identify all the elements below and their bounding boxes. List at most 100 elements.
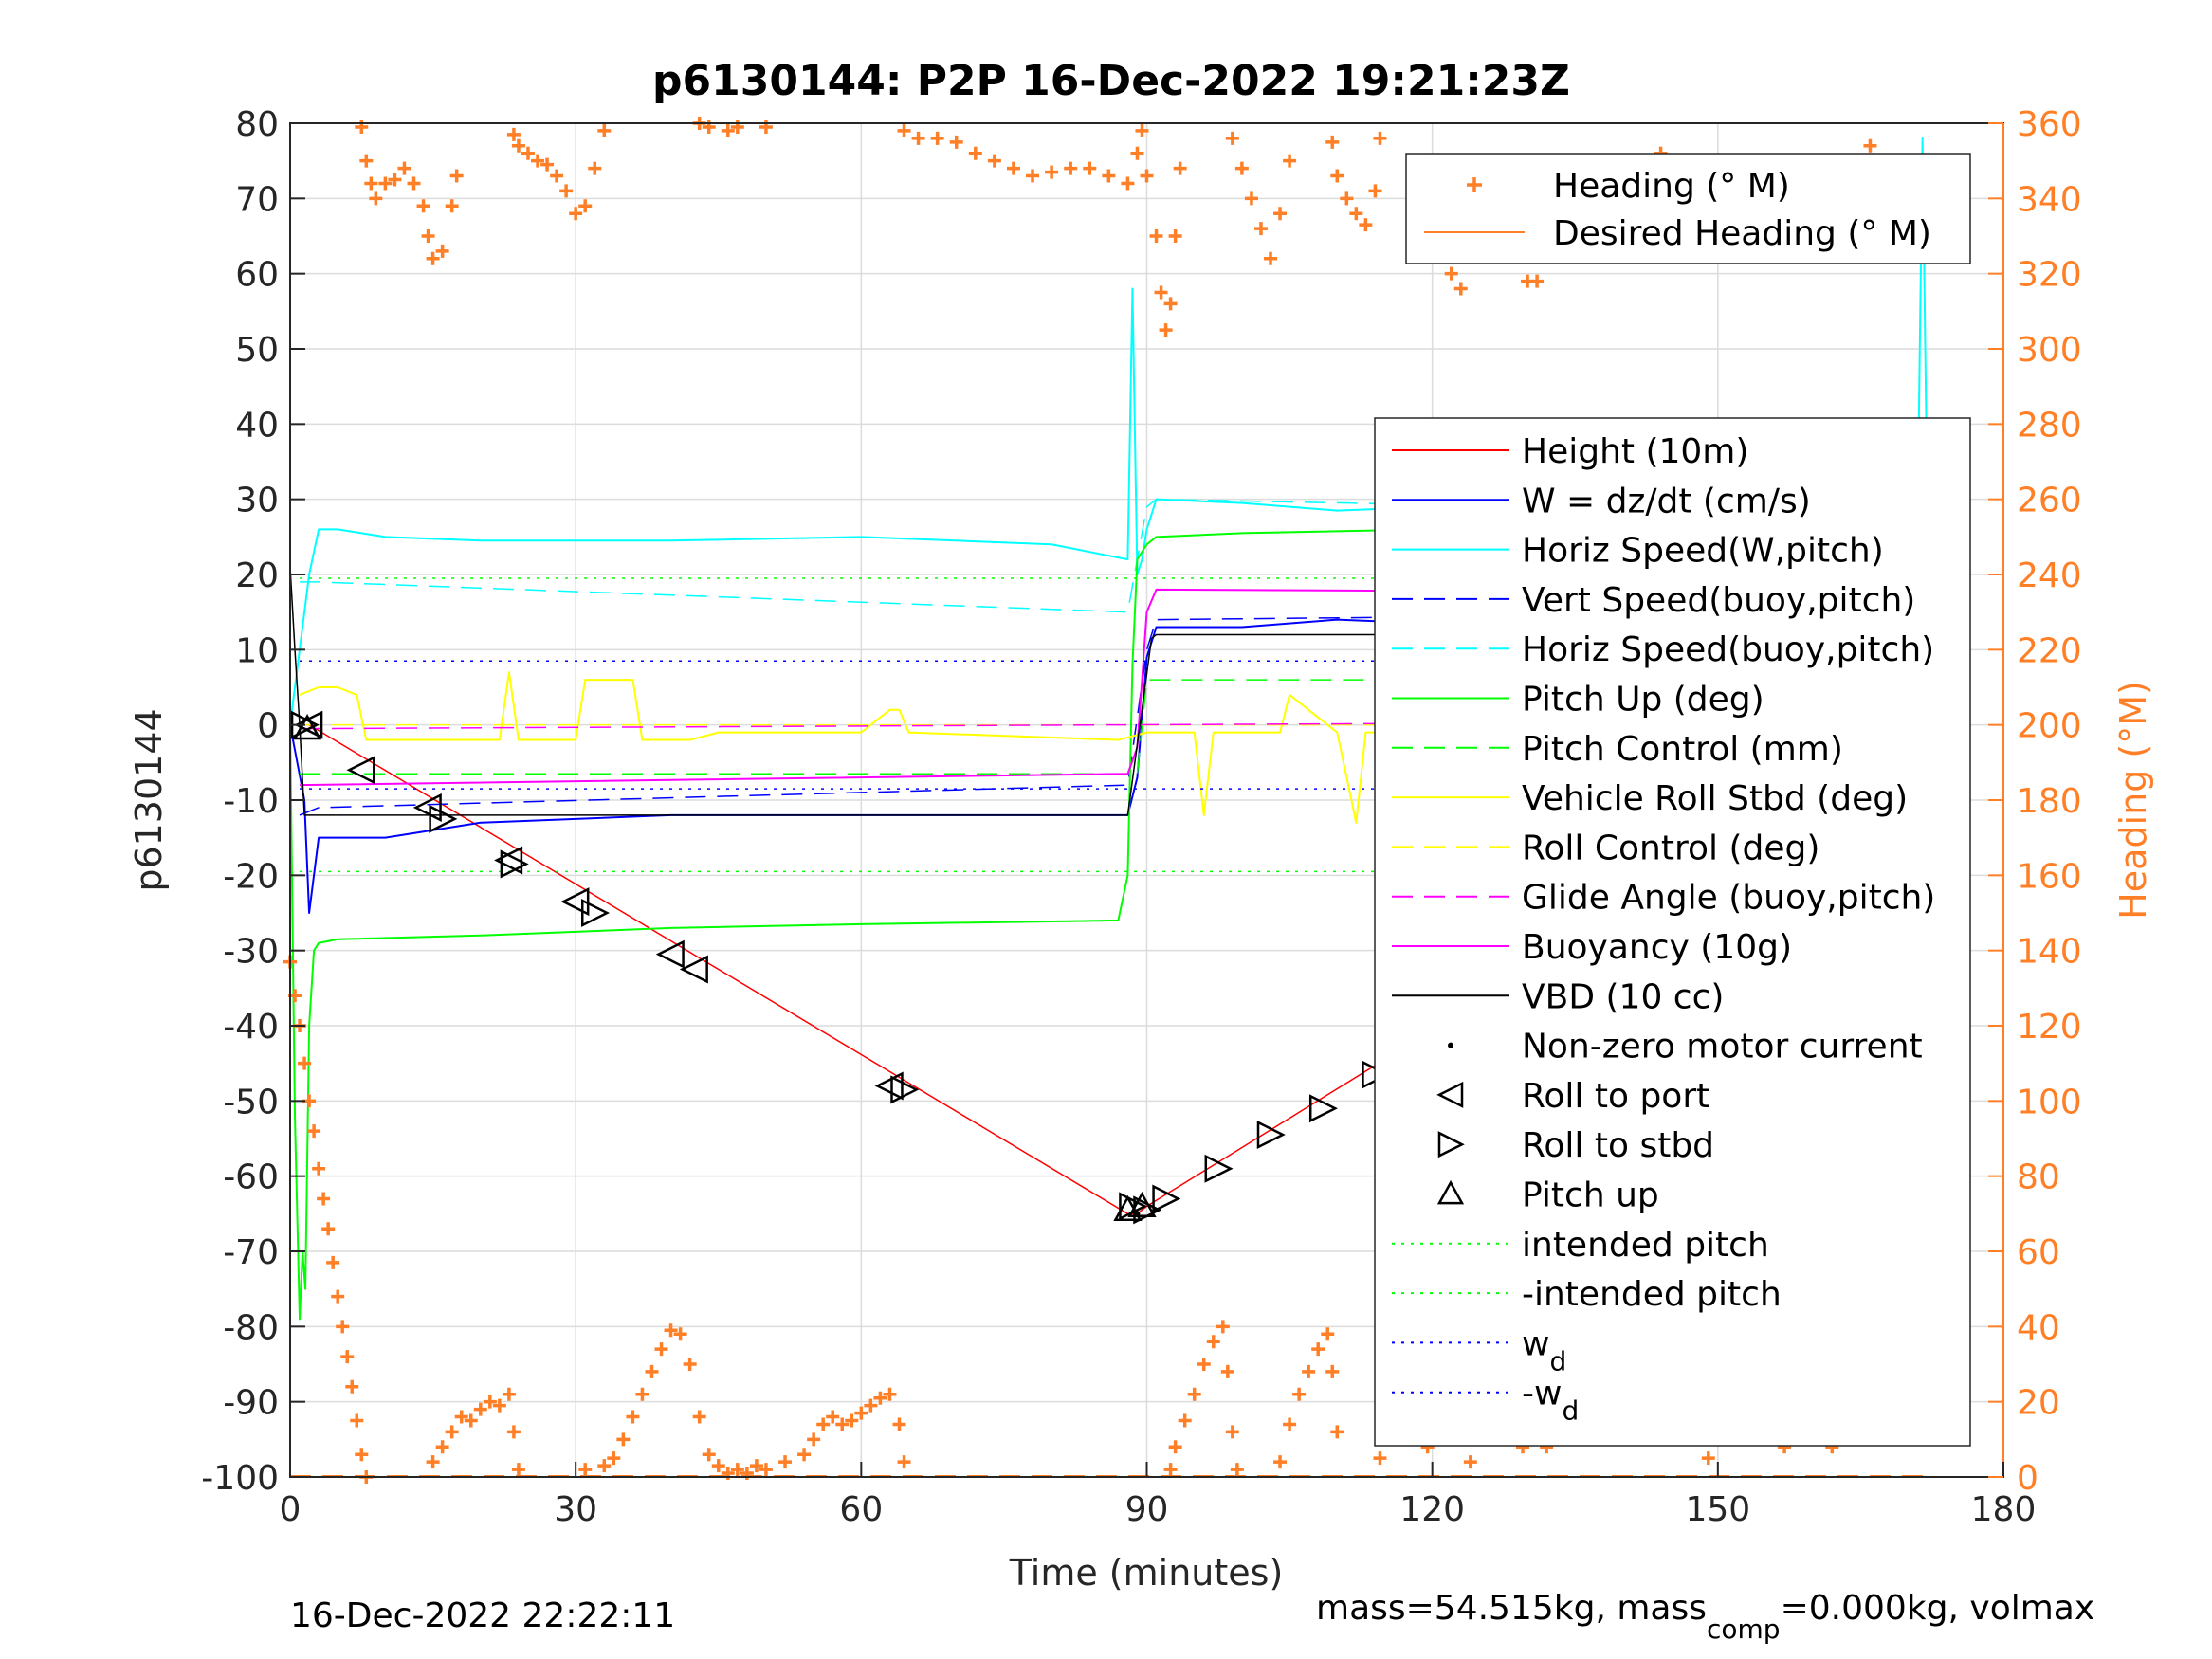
heading-point <box>378 176 393 191</box>
heading-point <box>816 1417 831 1431</box>
marker-roll-to-stbd <box>1152 1184 1181 1213</box>
heading-point <box>664 1323 678 1338</box>
heading-point <box>464 1413 478 1428</box>
heading-point <box>1230 1463 1244 1477</box>
legend-label: Glide Angle (buoy,pitch) <box>1522 879 1935 918</box>
marker-roll-to-port <box>412 793 442 822</box>
legend-label: Heading (° M) <box>1553 167 1790 206</box>
heading-point <box>426 251 440 265</box>
x-tick-label: 0 <box>280 1490 302 1529</box>
heading-point <box>1273 1455 1288 1469</box>
heading-point <box>1168 229 1182 243</box>
heading-point <box>721 123 735 137</box>
heading-point <box>987 154 1001 168</box>
legend-label: -wd <box>1522 1375 1579 1427</box>
heading-point <box>1325 1364 1340 1378</box>
y-tick-label-left: -40 <box>223 1008 279 1047</box>
heading-point <box>1273 207 1288 221</box>
marker-roll-to-stbd <box>429 804 458 833</box>
heading-point <box>1064 161 1078 175</box>
heading-point <box>369 191 383 206</box>
series-vbd <box>289 567 1918 816</box>
heading-point <box>364 176 378 191</box>
heading-point <box>711 1459 725 1473</box>
heading-point <box>1135 123 1149 137</box>
heading-point <box>506 127 521 141</box>
marker-roll-to-stbd <box>890 1075 920 1104</box>
heading-point <box>1311 1342 1325 1357</box>
y-tick-label-right: 300 <box>2017 331 2082 370</box>
x-tick-label: 150 <box>1685 1490 1750 1529</box>
legend-label: Desired Heading (° M) <box>1553 214 1931 253</box>
heading-point <box>1373 131 1387 145</box>
y-tick-label-left: 0 <box>257 707 279 746</box>
y-tick-label-left: 70 <box>235 180 279 219</box>
y-tick-label-right: 80 <box>2017 1158 2060 1197</box>
heading-point <box>1283 154 1297 168</box>
heading-point <box>1154 285 1168 300</box>
heading-point <box>835 1417 850 1431</box>
legend-label: Horiz Speed(W,pitch) <box>1522 532 1884 571</box>
heading-point <box>1187 1387 1201 1401</box>
heading-point <box>645 1364 659 1378</box>
heading-point <box>1163 297 1178 311</box>
heading-point <box>1373 1451 1387 1466</box>
heading-point <box>807 1432 821 1447</box>
heading-point <box>1149 229 1163 243</box>
y-tick-label-left: -70 <box>223 1233 279 1272</box>
legend-label: W = dz/dt (cm/s) <box>1522 482 1811 520</box>
legend-label: Vehicle Roll Stbd (deg) <box>1522 779 1908 818</box>
heading-point <box>578 1463 593 1477</box>
heading-point <box>1244 191 1258 206</box>
legend-label: Vert Speed(buoy,pitch) <box>1522 581 1915 620</box>
y-tick-label-left: 20 <box>235 556 279 595</box>
legend-label: Roll Control (deg) <box>1522 829 1819 867</box>
y-tick-label-right: 40 <box>2017 1308 2060 1347</box>
series-vert_speed_buoy <box>299 611 1918 816</box>
marker-roll-to-stbd <box>580 898 611 928</box>
marker-motor-current <box>1134 1211 1141 1217</box>
heading-point <box>1453 282 1468 296</box>
chart-title: p6130144: P2P 16-Dec-2022 19:21:23Z <box>652 57 1570 105</box>
heading-point <box>454 1410 468 1424</box>
heading-point <box>897 1455 911 1469</box>
marker-roll-to-port <box>346 756 375 785</box>
heading-point <box>1321 1327 1335 1341</box>
heading-point <box>435 1440 449 1454</box>
heading-point <box>1225 131 1239 145</box>
heading-point <box>355 1448 369 1462</box>
heading-point <box>1083 161 1097 175</box>
heading-point <box>607 1451 621 1466</box>
y-tick-label-right: 0 <box>2017 1459 2038 1498</box>
y-tick-label-left: 60 <box>235 256 279 295</box>
heading-point <box>540 157 555 172</box>
heading-point <box>1701 1451 1715 1466</box>
heading-point <box>359 154 374 168</box>
heading-point <box>502 1387 516 1401</box>
y-tick-label-left: -20 <box>223 857 279 896</box>
heading-point <box>826 1410 840 1424</box>
y-tick-label-right: 200 <box>2017 707 2082 746</box>
heading-point <box>416 199 430 213</box>
heading-point <box>445 1425 459 1439</box>
legend-main: Height (10m) W = dz/dt (cm/s) Horiz Speed(… <box>1374 417 1971 1447</box>
y-tick-label-right: 140 <box>2017 933 2082 972</box>
y-axis-label-right: Heading (°M) <box>2112 681 2154 920</box>
heading-point <box>1178 1413 1192 1428</box>
heading-point <box>616 1432 631 1447</box>
heading-point <box>421 229 435 243</box>
heading-point <box>778 1455 793 1469</box>
y-tick-label-right: 60 <box>2017 1233 2060 1272</box>
legend-main-box <box>1374 417 1971 1447</box>
heading-point <box>426 1455 440 1469</box>
series-pitch_up <box>289 528 1918 1321</box>
heading-point <box>864 1398 878 1413</box>
y-tick-label-right: 260 <box>2017 482 2082 520</box>
heading-point <box>1330 1425 1344 1439</box>
heading-point <box>531 154 545 168</box>
heading-point <box>1026 169 1040 183</box>
legend-label: Non-zero motor current <box>1522 1028 1923 1066</box>
legend-sample <box>1436 1081 1464 1108</box>
heading-point <box>1325 135 1340 149</box>
heading-point <box>1340 191 1354 206</box>
